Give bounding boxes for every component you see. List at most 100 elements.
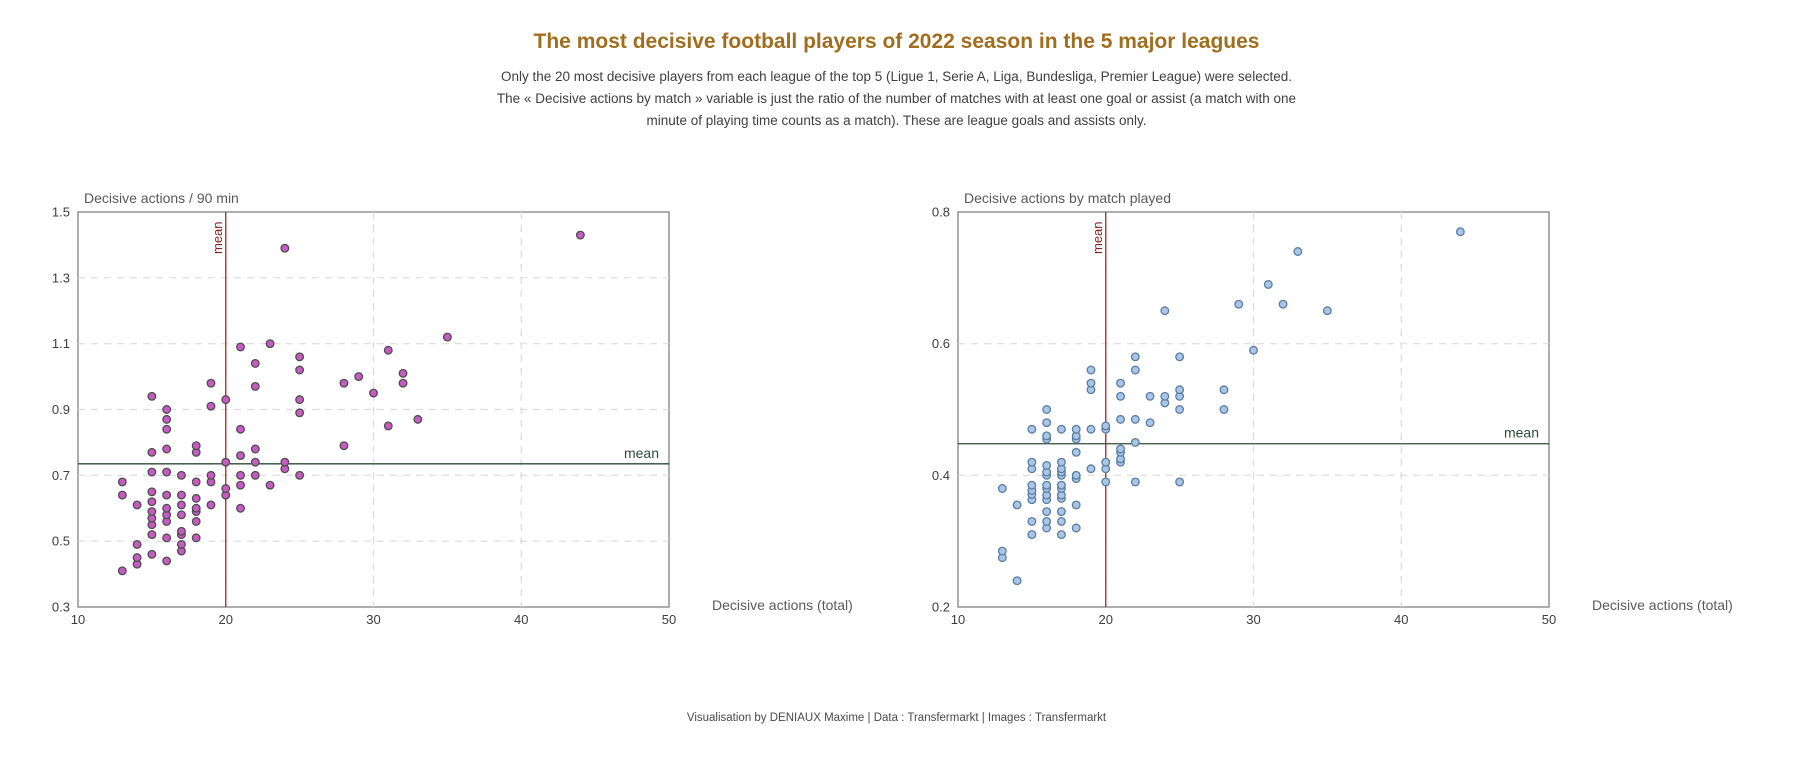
data-point [147, 507, 157, 516]
data-point [1042, 405, 1052, 414]
data-point [147, 549, 157, 559]
y-tick-label: 0.8 [932, 205, 950, 220]
data-point [132, 500, 142, 510]
data-point [162, 533, 172, 543]
data-point [1130, 365, 1140, 375]
data-point [575, 230, 585, 240]
data-point [250, 358, 260, 368]
data-point [250, 444, 260, 454]
mean-x-label: mean [210, 221, 225, 254]
data-point [398, 378, 408, 388]
y-tick-label: 0.4 [932, 468, 950, 483]
data-point [162, 503, 172, 513]
data-point [1056, 480, 1066, 490]
data-point [1130, 414, 1140, 424]
data-point [1056, 424, 1066, 434]
data-point [295, 470, 305, 480]
data-point [1027, 424, 1037, 434]
data-point [191, 516, 201, 526]
data-point [1455, 227, 1465, 237]
data-point [176, 470, 186, 480]
data-point [176, 540, 186, 549]
data-point [162, 467, 172, 477]
data-point [1130, 437, 1140, 447]
data-point [1071, 523, 1081, 533]
data-point [117, 477, 127, 487]
x-tick-label: 20 [219, 612, 233, 627]
y-tick-label: 0.5 [52, 534, 70, 549]
data-point [1145, 418, 1155, 428]
data-point [295, 365, 305, 375]
x-tick-label: 50 [1542, 612, 1556, 627]
data-point [442, 332, 452, 342]
subtitle-line-3: minute of playing time counts as a match… [646, 113, 1147, 128]
data-point [176, 490, 186, 500]
data-point [1012, 500, 1022, 510]
data-point [191, 477, 201, 487]
x-tick-label: 30 [366, 612, 380, 627]
data-point [383, 345, 393, 355]
y-axis-title: Decisive actions by match played [964, 190, 1171, 206]
x-tick-label: 30 [1246, 612, 1260, 627]
data-point [383, 421, 393, 431]
data-point [339, 441, 349, 451]
x-tick-label: 20 [1099, 612, 1113, 627]
data-point [191, 533, 201, 543]
y-tick-label: 1.1 [52, 336, 70, 351]
data-point [1086, 464, 1096, 474]
data-point [236, 480, 245, 490]
y-tick-label: 0.2 [932, 600, 950, 615]
data-point [176, 526, 186, 536]
data-point [1042, 461, 1052, 470]
data-point [162, 405, 172, 414]
data-point [191, 493, 201, 503]
data-point [280, 243, 290, 253]
data-point [1160, 391, 1170, 401]
y-tick-label: 0.3 [52, 600, 70, 615]
points-layer [997, 227, 1465, 586]
data-point [117, 490, 127, 500]
data-point [1086, 424, 1096, 434]
page-subtitle: Only the 20 most decisive players from e… [0, 66, 1793, 132]
data-point [1293, 247, 1303, 256]
data-point [117, 566, 127, 576]
data-point [295, 408, 305, 418]
data-point [147, 530, 157, 540]
data-point [147, 447, 157, 457]
data-point [1116, 414, 1125, 424]
data-point [1027, 457, 1037, 467]
data-point [1086, 378, 1096, 388]
y-tick-label: 0.6 [932, 336, 950, 351]
x-axis-label: Decisive actions (total) [1592, 597, 1733, 613]
data-point [1145, 391, 1155, 401]
data-point [997, 546, 1007, 556]
data-point [1116, 378, 1125, 388]
data-point [1219, 385, 1229, 395]
data-point [147, 497, 157, 507]
data-point [1042, 431, 1052, 441]
data-point [1056, 530, 1066, 540]
data-point [1071, 424, 1081, 434]
data-point [221, 457, 231, 467]
data-point [176, 500, 186, 510]
data-point [1116, 444, 1125, 454]
data-point [413, 414, 423, 424]
data-point [206, 378, 216, 388]
data-point [147, 391, 157, 401]
data-point [250, 382, 260, 391]
data-point [1175, 385, 1185, 395]
data-point [132, 553, 142, 563]
data-point [132, 540, 142, 549]
scatter-plot-2: mean mean 0.2 0.4 0.6 0.8 10 20 30 40 50 Decisive a… [932, 190, 1733, 627]
y-tick-label: 1.5 [52, 205, 70, 220]
y-tick-label: 0.7 [52, 468, 70, 483]
data-point [295, 352, 305, 362]
data-point [1042, 480, 1052, 490]
data-point [1278, 299, 1288, 309]
data-point [1042, 507, 1052, 516]
data-point [1175, 405, 1185, 414]
data-point [162, 424, 172, 434]
data-point [1249, 345, 1258, 355]
data-point [1263, 279, 1273, 289]
